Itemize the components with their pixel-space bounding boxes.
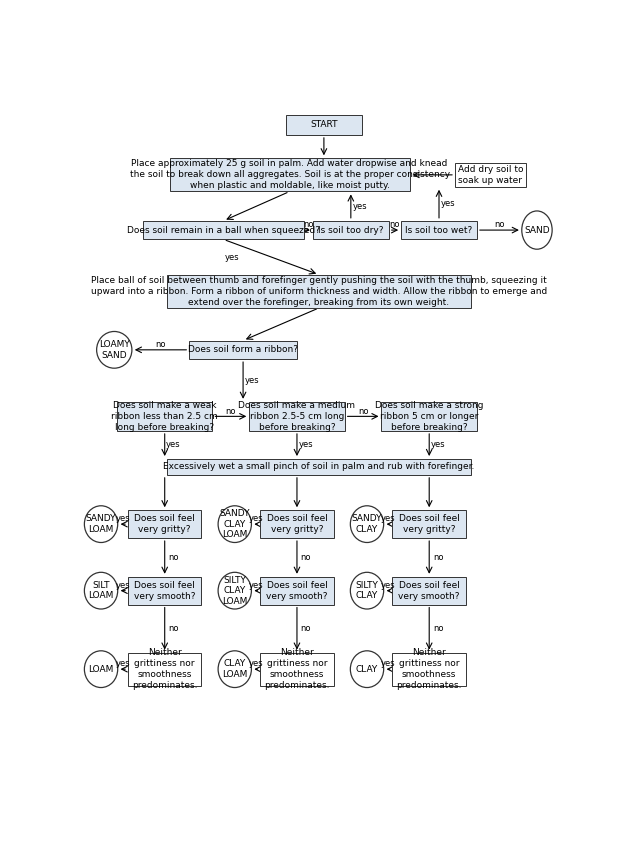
- Text: Is soil too wet?: Is soil too wet?: [405, 226, 473, 235]
- FancyBboxPatch shape: [401, 221, 477, 239]
- Text: LOAMY
SAND: LOAMY SAND: [99, 340, 130, 359]
- Ellipse shape: [350, 505, 384, 543]
- FancyBboxPatch shape: [167, 275, 471, 308]
- Text: yes: yes: [431, 441, 446, 449]
- Text: yes: yes: [116, 659, 130, 669]
- Text: Does soil feel
very gritty?: Does soil feel very gritty?: [399, 514, 459, 534]
- Text: Does soil feel
very smooth?: Does soil feel very smooth?: [134, 581, 195, 600]
- Text: yes: yes: [245, 376, 259, 385]
- Text: Does soil feel
very smooth?: Does soil feel very smooth?: [398, 581, 460, 600]
- Text: Place ball of soil between thumb and forefinger gently pushing the soil with the: Place ball of soil between thumb and for…: [91, 276, 547, 307]
- FancyBboxPatch shape: [128, 576, 202, 605]
- Text: no: no: [168, 553, 179, 562]
- Ellipse shape: [85, 651, 118, 688]
- Text: Does soil make a weak
ribbon less than 2.5 cm
long before breaking?: Does soil make a weak ribbon less than 2…: [111, 401, 218, 432]
- Text: yes: yes: [380, 581, 396, 590]
- Text: yes: yes: [380, 514, 396, 524]
- Text: no: no: [301, 553, 311, 562]
- FancyBboxPatch shape: [392, 576, 466, 605]
- Ellipse shape: [85, 505, 118, 543]
- Text: SANDY
LOAM: SANDY LOAM: [86, 514, 116, 534]
- Text: Does soil form a ribbon?: Does soil form a ribbon?: [188, 346, 298, 354]
- Text: Does soil make a medium
ribbon 2.5-5 cm long
before breaking?: Does soil make a medium ribbon 2.5-5 cm …: [238, 401, 355, 432]
- Text: yes: yes: [248, 514, 263, 524]
- Text: no: no: [390, 220, 400, 229]
- Text: START: START: [310, 120, 337, 130]
- Text: yes: yes: [298, 441, 313, 449]
- Text: yes: yes: [166, 441, 181, 449]
- Text: LOAM: LOAM: [88, 664, 114, 674]
- Ellipse shape: [97, 332, 132, 368]
- Text: SILTY
CLAY
LOAM: SILTY CLAY LOAM: [222, 575, 248, 606]
- FancyBboxPatch shape: [260, 576, 334, 605]
- FancyBboxPatch shape: [286, 115, 362, 135]
- Text: no: no: [168, 624, 179, 633]
- FancyBboxPatch shape: [117, 402, 212, 431]
- Text: Neither
grittiness nor
smoothness
predominates.: Neither grittiness nor smoothness predom…: [264, 648, 330, 690]
- Text: no: no: [358, 407, 368, 416]
- Text: no: no: [301, 624, 311, 633]
- FancyBboxPatch shape: [313, 221, 389, 239]
- Text: no: no: [303, 220, 314, 229]
- Ellipse shape: [218, 572, 252, 609]
- FancyBboxPatch shape: [128, 510, 202, 538]
- Text: yes: yes: [116, 514, 130, 524]
- Text: SILTY
CLAY: SILTY CLAY: [356, 581, 379, 600]
- FancyBboxPatch shape: [167, 459, 471, 475]
- Ellipse shape: [350, 651, 384, 688]
- Text: no: no: [433, 624, 443, 633]
- Text: Neither
grittiness nor
smoothness
predominates.: Neither grittiness nor smoothness predom…: [396, 648, 462, 690]
- FancyBboxPatch shape: [260, 510, 334, 538]
- Text: Add dry soil to
soak up water: Add dry soil to soak up water: [458, 165, 523, 185]
- FancyBboxPatch shape: [455, 163, 526, 187]
- FancyBboxPatch shape: [249, 402, 344, 431]
- Ellipse shape: [522, 211, 552, 249]
- FancyBboxPatch shape: [392, 652, 466, 686]
- Text: Does soil make a strong
ribbon 5 cm or longer
before breaking?: Does soil make a strong ribbon 5 cm or l…: [375, 401, 483, 432]
- FancyBboxPatch shape: [128, 652, 202, 686]
- Text: Does soil remain in a ball when squeezed?: Does soil remain in a ball when squeezed…: [127, 226, 320, 235]
- Text: no: no: [494, 220, 504, 229]
- Text: CLAY
LOAM: CLAY LOAM: [222, 659, 248, 679]
- Text: SANDY
CLAY: SANDY CLAY: [352, 514, 382, 534]
- Ellipse shape: [218, 651, 252, 688]
- Text: Excessively wet a small pinch of soil in palm and rub with forefinger.: Excessively wet a small pinch of soil in…: [163, 462, 475, 472]
- Text: yes: yes: [441, 200, 455, 208]
- Text: no: no: [155, 340, 166, 349]
- Text: Does soil feel
very smooth?: Does soil feel very smooth?: [266, 581, 328, 600]
- Ellipse shape: [218, 505, 252, 543]
- Text: yes: yes: [225, 252, 240, 262]
- Text: yes: yes: [248, 581, 263, 590]
- Text: Does soil feel
very gritty?: Does soil feel very gritty?: [134, 514, 195, 534]
- Text: no: no: [226, 407, 236, 416]
- Ellipse shape: [350, 572, 384, 609]
- Text: yes: yes: [353, 201, 367, 211]
- FancyBboxPatch shape: [169, 158, 410, 192]
- Ellipse shape: [85, 572, 118, 609]
- Text: no: no: [433, 553, 443, 562]
- FancyBboxPatch shape: [392, 510, 466, 538]
- Text: CLAY: CLAY: [356, 664, 378, 674]
- Text: yes: yes: [248, 659, 263, 669]
- Text: SANDY
CLAY
LOAM: SANDY CLAY LOAM: [219, 509, 250, 539]
- Text: SILT
LOAM: SILT LOAM: [88, 581, 114, 600]
- Text: Is soil too dry?: Is soil too dry?: [318, 226, 384, 235]
- Text: Does soil feel
very gritty?: Does soil feel very gritty?: [267, 514, 327, 534]
- FancyBboxPatch shape: [143, 221, 305, 239]
- Text: Place approximately 25 g soil in palm. Add water dropwise and knead
the soil to : Place approximately 25 g soil in palm. A…: [130, 159, 450, 190]
- Text: yes: yes: [380, 659, 396, 669]
- FancyBboxPatch shape: [189, 340, 297, 359]
- Text: Neither
grittiness nor
smoothness
predominates.: Neither grittiness nor smoothness predom…: [132, 648, 197, 690]
- Text: yes: yes: [116, 581, 130, 590]
- FancyBboxPatch shape: [260, 652, 334, 686]
- Text: SAND: SAND: [524, 226, 550, 235]
- FancyBboxPatch shape: [382, 402, 477, 431]
